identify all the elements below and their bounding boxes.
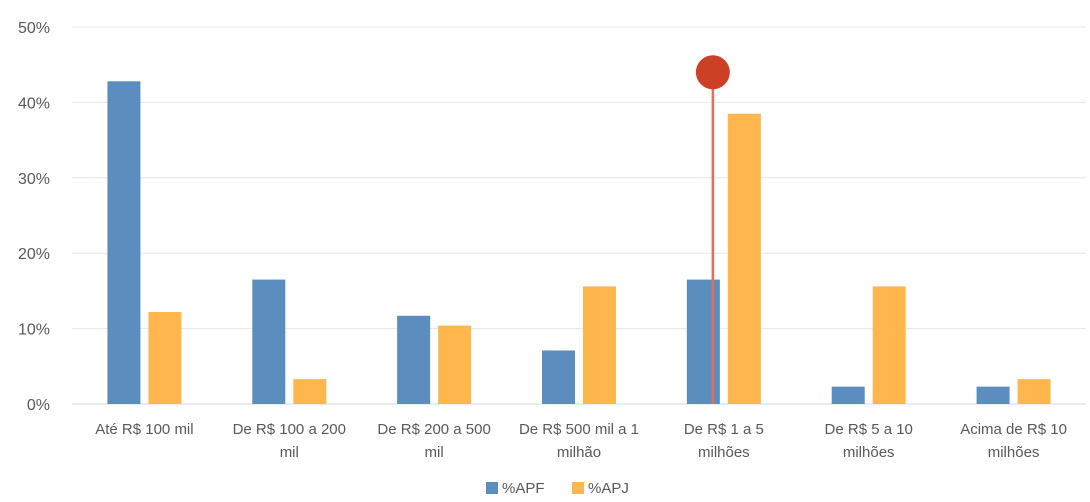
bar-apf (542, 350, 575, 404)
x-tick-label: mil (280, 444, 299, 461)
x-tick-label: Até R$ 100 mil (95, 421, 193, 438)
bar-apj (1017, 379, 1051, 404)
bar-apf (107, 81, 141, 405)
x-tick-label: milhão (557, 444, 601, 461)
x-tick-label: milhões (988, 444, 1040, 461)
bar-apf (976, 386, 1010, 404)
y-tick-label: 30% (18, 171, 50, 188)
x-tick-label: Acima de R$ 10 (960, 421, 1067, 438)
x-tick-label: De R$ 100 a 200 (233, 421, 346, 438)
bar-apf (831, 386, 865, 404)
marker-dot (695, 55, 730, 90)
bar-apj (583, 286, 616, 404)
x-tick-label: mil (425, 444, 444, 461)
legend-swatch (486, 482, 498, 494)
bar-apj (872, 286, 906, 404)
x-tick-label: De R$ 1 a 5 (684, 421, 764, 438)
bar-apj (727, 113, 761, 405)
x-tick-label: milhões (698, 444, 750, 461)
y-tick-label: 0% (27, 397, 50, 414)
legend-label: %APJ (588, 480, 629, 497)
x-tick-label: De R$ 5 a 10 (825, 421, 913, 438)
x-tick-label: De R$ 500 mil a 1 (519, 421, 639, 438)
bar-apj (293, 379, 327, 404)
y-tick-label: 50% (18, 20, 50, 37)
y-tick-label: 20% (18, 246, 50, 263)
bar-apj (148, 312, 182, 404)
y-tick-label: 40% (18, 95, 50, 112)
bar-apf (686, 279, 720, 404)
legend-swatch (572, 482, 584, 494)
x-tick-label: De R$ 200 a 500 (377, 421, 490, 438)
bar-apf (397, 315, 431, 404)
legend-label: %APF (502, 480, 545, 497)
y-tick-label: 10% (18, 322, 50, 339)
x-tick-label: milhões (843, 444, 895, 461)
bar-apf (252, 279, 286, 404)
bar-apj (438, 325, 472, 404)
